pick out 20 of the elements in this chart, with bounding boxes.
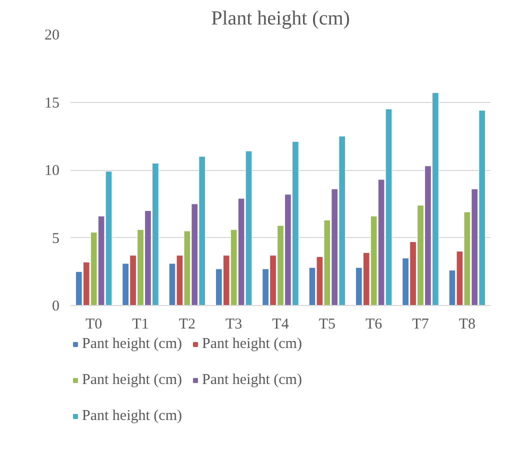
legend-label: Pant height (cm) <box>82 371 182 389</box>
y-tick-label: 15 <box>44 95 60 112</box>
y-tick-label: 5 <box>52 230 60 247</box>
x-tick-label: T6 <box>366 316 383 332</box>
x-tick-label: T5 <box>318 316 336 332</box>
x-tick-label: T3 <box>226 316 242 332</box>
y-tick-label: 20 <box>44 28 60 44</box>
y-tick-label: 0 <box>52 298 60 314</box>
x-tick-label: T4 <box>272 316 290 332</box>
legend-label: Pant height (cm) <box>82 407 182 425</box>
y-tick-label: 10 <box>44 163 60 179</box>
x-tick-label: T2 <box>178 316 196 332</box>
legend-label: Pant height (cm) <box>202 335 302 353</box>
x-tick-label: T7 <box>412 316 430 332</box>
chart-title: Plant height (cm) <box>211 8 350 30</box>
x-tick-label: T1 <box>132 316 149 332</box>
x-tick-label: T8 <box>458 316 476 332</box>
legend-label: Pant height (cm) <box>202 371 302 389</box>
x-tick-label: T0 <box>86 316 102 332</box>
legend-label: Pant height (cm) <box>82 335 182 353</box>
